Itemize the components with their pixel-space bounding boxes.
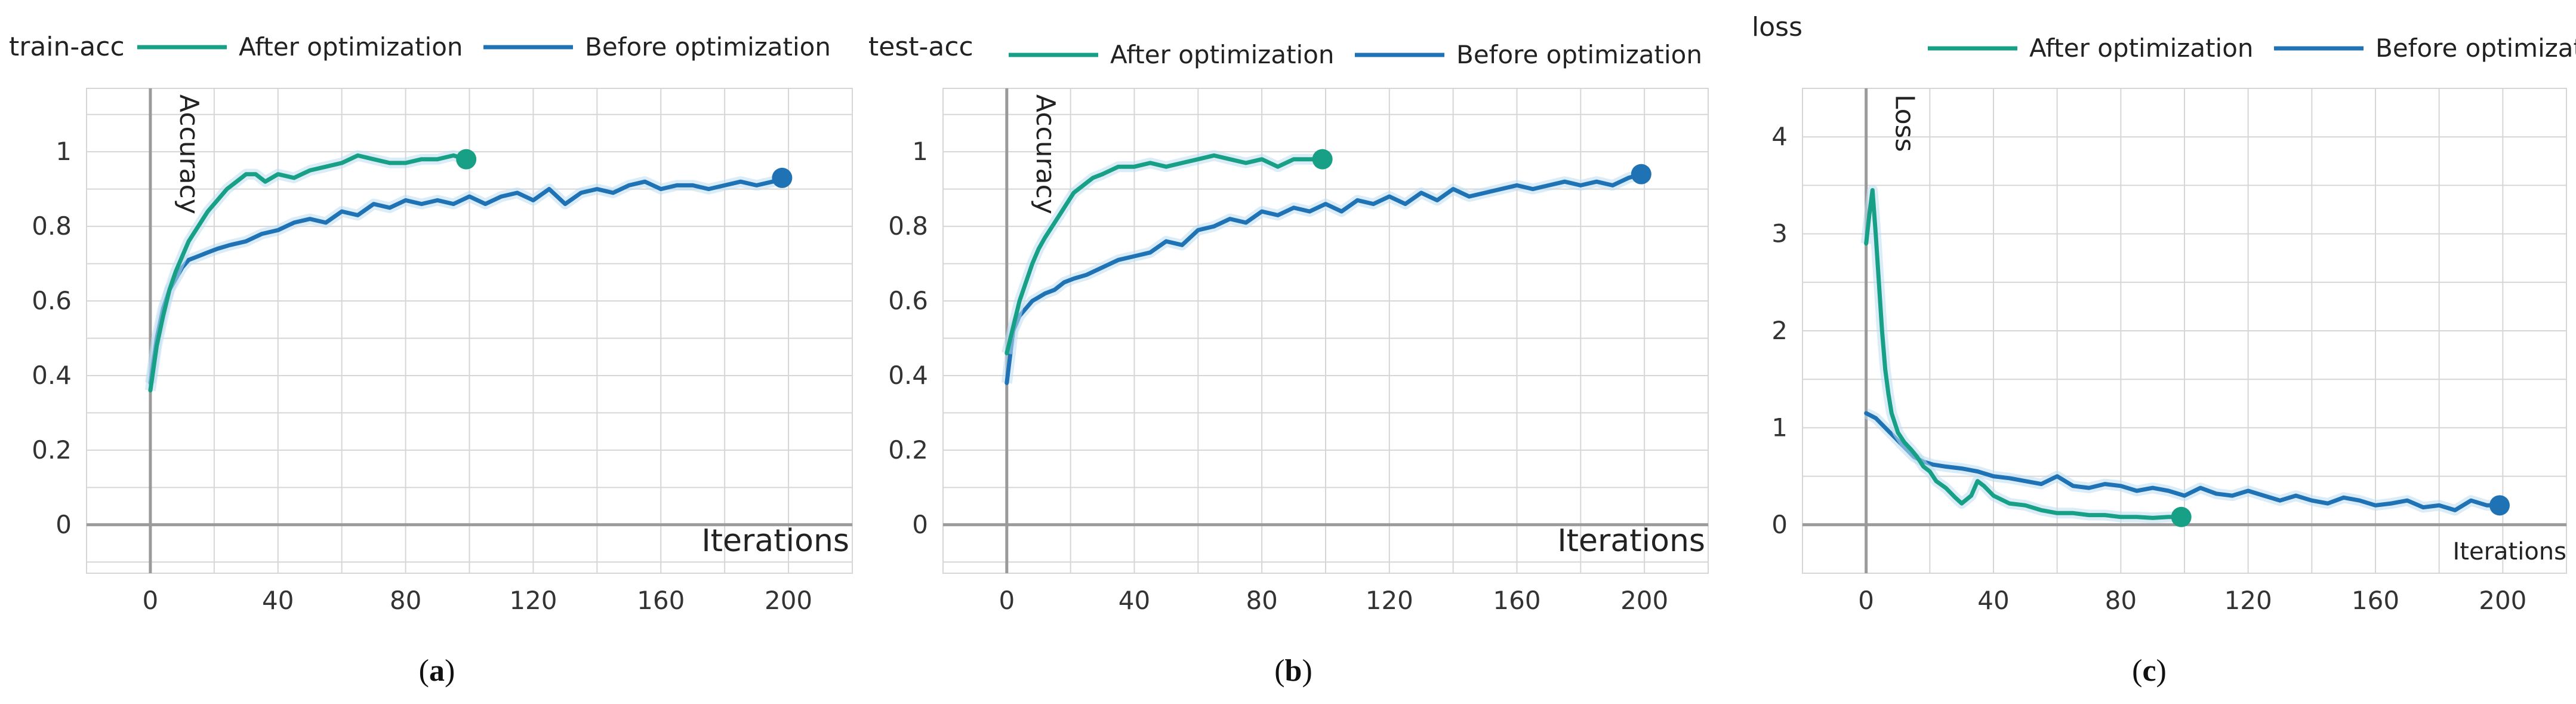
legend-label-after: After optimization <box>239 32 463 62</box>
chart-panel-train-acc: 0 0.2 0.4 0.6 0.8 1 0 40 80 120 160 200 Accuracy Iter… <box>9 32 853 688</box>
y-tick-label: 0 <box>912 510 928 539</box>
x-tick-label: 80 <box>1246 586 1277 615</box>
y-tick-label: 0.6 <box>32 286 72 315</box>
y-axis-label: Accuracy <box>174 94 204 214</box>
series-line-before <box>148 176 784 385</box>
series-end-marker-after <box>1312 149 1333 170</box>
y-tick-label: 0.2 <box>32 435 72 465</box>
series-line-after <box>1864 188 2184 520</box>
x-axis-label: Iterations <box>2452 538 2566 565</box>
caption-letter: b <box>1285 654 1302 688</box>
caption-letter: a <box>429 654 445 688</box>
series-end-marker-after <box>2171 506 2192 527</box>
legend-label-before: Before optimization <box>1456 40 1702 69</box>
x-tick-label: 160 <box>2352 586 2399 615</box>
series-end-marker-before <box>1631 164 1651 185</box>
y-tick-label: 0.4 <box>888 361 928 390</box>
panel-caption: (a) <box>419 654 455 688</box>
y-tick-label: 1 <box>912 137 928 166</box>
caption-open-paren: ( <box>1274 654 1284 688</box>
x-tick-label: 160 <box>1493 586 1540 615</box>
x-tick-label: 40 <box>1118 586 1150 615</box>
series-line-before <box>1864 411 2502 512</box>
panel-title: train-acc <box>9 32 125 62</box>
x-tick-label: 200 <box>2479 586 2526 615</box>
caption-open-paren: ( <box>419 654 429 688</box>
series-end-marker-before <box>772 167 793 188</box>
x-axis-label: Iterations <box>1557 523 1705 559</box>
x-tick-label: 40 <box>262 586 294 615</box>
panel-title: test-acc <box>868 32 973 62</box>
y-tick-label: 0.2 <box>888 435 928 465</box>
x-tick-label: 40 <box>1977 586 2009 615</box>
x-tick-label: 200 <box>765 586 812 615</box>
y-tick-label: 0.8 <box>888 211 928 241</box>
panel-caption: (c) <box>2132 654 2167 688</box>
x-tick-label: 120 <box>2224 586 2272 615</box>
series-end-marker-before <box>2489 495 2510 516</box>
x-tick-label: 0 <box>143 586 159 615</box>
series-line-before <box>1004 172 1644 385</box>
panel-caption: (b) <box>1274 654 1312 688</box>
caption-close-paren: ) <box>2156 654 2167 688</box>
x-tick-label: 200 <box>1620 586 1668 615</box>
x-tick-label: 0 <box>1858 586 1874 615</box>
chart-panel-test-acc: 0 0.2 0.4 0.6 0.8 1 0 40 80 120 160 200 Accuracy Iter… <box>868 32 1709 688</box>
legend-label-after: After optimization <box>2029 33 2254 63</box>
y-tick-label: 0.8 <box>32 211 72 241</box>
y-tick-label: 1 <box>1771 413 1788 442</box>
caption-letter: c <box>2142 654 2156 688</box>
series-band-after <box>1860 185 2181 524</box>
legend-label-after: After optimization <box>1110 40 1335 69</box>
legend-label-before: Before optimization <box>585 32 831 62</box>
x-tick-label: 120 <box>1366 586 1413 615</box>
y-axis-label: Loss <box>1890 94 1920 152</box>
y-tick-label: 4 <box>1771 122 1788 151</box>
x-tick-label: 80 <box>390 586 421 615</box>
series-band-before <box>144 173 784 384</box>
y-tick-label: 3 <box>1771 219 1788 248</box>
x-tick-label: 0 <box>999 586 1015 615</box>
series-line-after <box>148 153 469 393</box>
caption-close-paren: ) <box>1302 654 1312 688</box>
x-tick-label: 80 <box>2105 586 2137 615</box>
series-end-marker-after <box>456 149 477 170</box>
y-tick-label: 1 <box>56 137 72 166</box>
series-line-after <box>1004 153 1325 355</box>
y-tick-label: 0 <box>1771 510 1788 539</box>
caption-open-paren: ( <box>2132 654 2142 688</box>
x-axis-label: Iterations <box>701 523 849 559</box>
y-tick-label: 0.6 <box>888 286 928 315</box>
y-tick-label: 0 <box>56 510 72 539</box>
x-tick-label: 160 <box>637 586 685 615</box>
y-axis-label: Accuracy <box>1030 94 1061 214</box>
y-tick-label: 0.4 <box>32 361 72 390</box>
legend-label-before: Before optimization <box>2375 33 2576 63</box>
y-tick-label: 2 <box>1771 316 1788 345</box>
caption-close-paren: ) <box>445 654 455 688</box>
panel-title: loss <box>1752 12 1802 42</box>
x-tick-label: 120 <box>509 586 557 615</box>
